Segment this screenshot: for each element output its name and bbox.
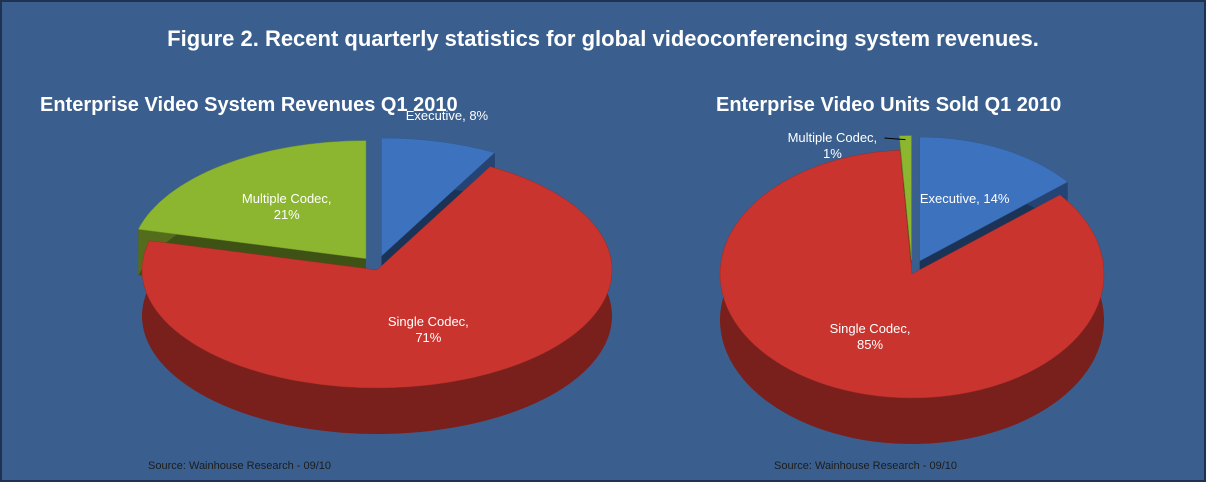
slice (899, 135, 912, 260)
slice (719, 149, 1105, 399)
data-label: Single Codec, 85% (829, 320, 911, 352)
leader-line (884, 137, 906, 141)
chart-title: Enterprise Video Units Sold Q1 2010 (716, 94, 1062, 116)
slice (919, 136, 1069, 262)
data-label: Multiple Codec, 1% (787, 130, 878, 161)
data-label: Executive, 14% (919, 191, 1010, 207)
source-note: Source: Wainhouse Research - 09/10 (774, 460, 958, 472)
chart-title: Enterprise Video System Revenues Q1 2010 (40, 94, 458, 116)
slice (137, 140, 367, 259)
source-note: Source: Wainhouse Research - 09/10 (148, 460, 332, 472)
slice (381, 137, 496, 257)
figure-title: Figure 2. Recent quarterly statistics fo… (167, 26, 1039, 51)
data-label: Single Codec, 71% (387, 313, 469, 345)
data-label: Multiple Codec, 21% (241, 191, 332, 223)
data-label: Executive, 8% (405, 108, 489, 124)
slice (141, 166, 613, 389)
